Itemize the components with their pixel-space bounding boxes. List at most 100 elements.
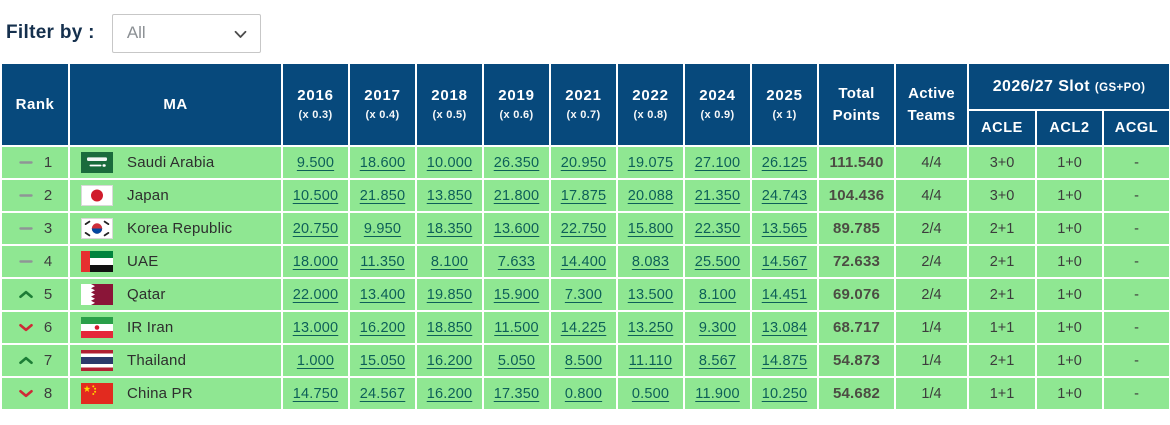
points-link-2017[interactable]: 21.850 [359,187,406,204]
points-link-2017[interactable]: 16.200 [359,319,406,336]
rank-number: 5 [43,286,53,303]
table-row: 6 IR Iran 13.000 16.200 18.850 11.500 14… [0,310,1170,345]
points-link-2016[interactable]: 1.000 [296,352,335,369]
total-points: 68.717 [817,310,896,345]
column-header-total-points: Total Points [817,62,896,147]
table-row: 7 Thailand 1.000 15.050 16.200 5.050 8.5… [0,343,1170,378]
points-link-2024[interactable]: 8.100 [698,286,737,303]
points-link-2025[interactable]: 26.125 [761,154,808,171]
points-link-2017[interactable]: 15.050 [359,352,406,369]
flag-japan-icon [81,185,113,206]
points-link-2021[interactable]: 17.875 [560,187,607,204]
total-points: 72.633 [817,244,896,279]
points-link-2021[interactable]: 8.500 [564,352,603,369]
active-teams: 2/4 [894,244,969,279]
rank-down-icon [18,388,34,399]
points-link-2025[interactable]: 14.875 [761,352,808,369]
slot-group-title: 2026/27 Slot [992,77,1091,95]
filter-select[interactable]: All [111,13,261,53]
points-link-2022[interactable]: 8.083 [631,253,670,270]
points-link-2019[interactable]: 13.600 [493,220,540,237]
slot-acle: 1+1 [967,376,1037,411]
points-link-2018[interactable]: 16.200 [426,352,473,369]
points-link-2022[interactable]: 19.075 [627,154,674,171]
ranking-table: Rank MA 2016 (x 0.3) 2017 (x 0.4) 2018 (x 0.5… [0,62,1170,411]
points-link-2022[interactable]: 11.110 [628,352,673,369]
points-link-2018[interactable]: 19.850 [426,286,473,303]
slot-acl2: 1+0 [1035,211,1104,246]
points-link-2019[interactable]: 5.050 [497,352,536,369]
total-points: 69.076 [817,277,896,312]
points-link-2018[interactable]: 16.200 [426,385,473,402]
rank-down-icon [18,322,34,333]
points-link-2024[interactable]: 25.500 [694,253,741,270]
points-link-2017[interactable]: 18.600 [359,154,406,171]
points-link-2022[interactable]: 13.250 [627,319,674,336]
points-link-2017[interactable]: 9.950 [363,220,402,237]
points-link-2019[interactable]: 21.800 [493,187,540,204]
country-name: Korea Republic [127,220,233,237]
points-link-2016[interactable]: 13.000 [292,319,339,336]
points-link-2021[interactable]: 14.225 [560,319,607,336]
points-link-2019[interactable]: 26.350 [493,154,540,171]
rank-number: 1 [43,154,53,171]
column-header-year-2025: 2025 (x 1) [750,62,819,147]
points-link-2022[interactable]: 0.500 [631,385,670,402]
slot-acle: 2+1 [967,211,1037,246]
points-link-2018[interactable]: 8.100 [430,253,469,270]
table-header: Rank MA 2016 (x 0.3) 2017 (x 0.4) 2018 (x 0.5… [0,62,1170,147]
points-link-2017[interactable]: 24.567 [359,385,406,402]
points-link-2025[interactable]: 14.567 [761,253,808,270]
points-link-2016[interactable]: 20.750 [292,220,339,237]
filter-bar: Filter by : All [0,0,1170,62]
points-link-2022[interactable]: 15.800 [627,220,674,237]
points-link-2021[interactable]: 20.950 [560,154,607,171]
points-link-2019[interactable]: 17.350 [493,385,540,402]
year-multiplier: (x 0.3) [298,108,333,121]
points-link-2021[interactable]: 7.300 [564,286,603,303]
points-link-2025[interactable]: 10.250 [761,385,808,402]
points-link-2024[interactable]: 27.100 [694,154,741,171]
flag-ir-iran-icon [81,317,113,338]
points-link-2024[interactable]: 9.300 [698,319,737,336]
column-header-year-2024: 2024 (x 0.9) [683,62,752,147]
points-link-2016[interactable]: 14.750 [292,385,339,402]
column-header-acle: ACLE [967,109,1037,147]
points-link-2024[interactable]: 8.567 [698,352,737,369]
year-multiplier: (x 0.6) [499,108,534,121]
points-link-2019[interactable]: 15.900 [493,286,540,303]
points-link-2025[interactable]: 14.451 [761,286,808,303]
points-link-2018[interactable]: 18.850 [426,319,473,336]
points-link-2016[interactable]: 22.000 [292,286,339,303]
points-link-2017[interactable]: 11.350 [360,253,405,270]
slot-group-suffix: (GS+PO) [1094,81,1146,94]
points-link-2025[interactable]: 24.743 [761,187,808,204]
points-link-2019[interactable]: 11.500 [494,319,539,336]
points-link-2024[interactable]: 21.350 [694,187,741,204]
points-link-2018[interactable]: 10.000 [426,154,473,171]
slot-acgl: - [1101,376,1170,411]
points-link-2021[interactable]: 14.400 [560,253,607,270]
rank-number: 3 [43,220,53,237]
points-link-2025[interactable]: 13.565 [761,220,808,237]
points-link-2022[interactable]: 13.500 [627,286,674,303]
year-label: 2016 [297,87,334,105]
points-link-2025[interactable]: 13.084 [761,319,808,336]
points-link-2017[interactable]: 13.400 [359,286,406,303]
points-link-2016[interactable]: 18.000 [292,253,339,270]
table-header-row-sub: ACLE ACL2 ACGL [1,109,1170,147]
points-link-2021[interactable]: 22.750 [560,220,607,237]
rank-same-icon [18,223,34,234]
points-link-2021[interactable]: 0.800 [564,385,603,402]
flag-china-pr-icon [81,383,113,404]
points-link-2024[interactable]: 11.900 [695,385,740,402]
points-link-2019[interactable]: 7.633 [497,253,536,270]
rank-same-icon [18,157,34,168]
table-row: 3 Korea Republic 20.750 9.950 18.350 13.… [0,211,1170,246]
points-link-2022[interactable]: 20.088 [627,187,674,204]
points-link-2016[interactable]: 10.500 [292,187,339,204]
points-link-2018[interactable]: 13.850 [426,187,473,204]
points-link-2024[interactable]: 22.350 [694,220,741,237]
points-link-2018[interactable]: 18.350 [426,220,473,237]
points-link-2016[interactable]: 9.500 [296,154,335,171]
